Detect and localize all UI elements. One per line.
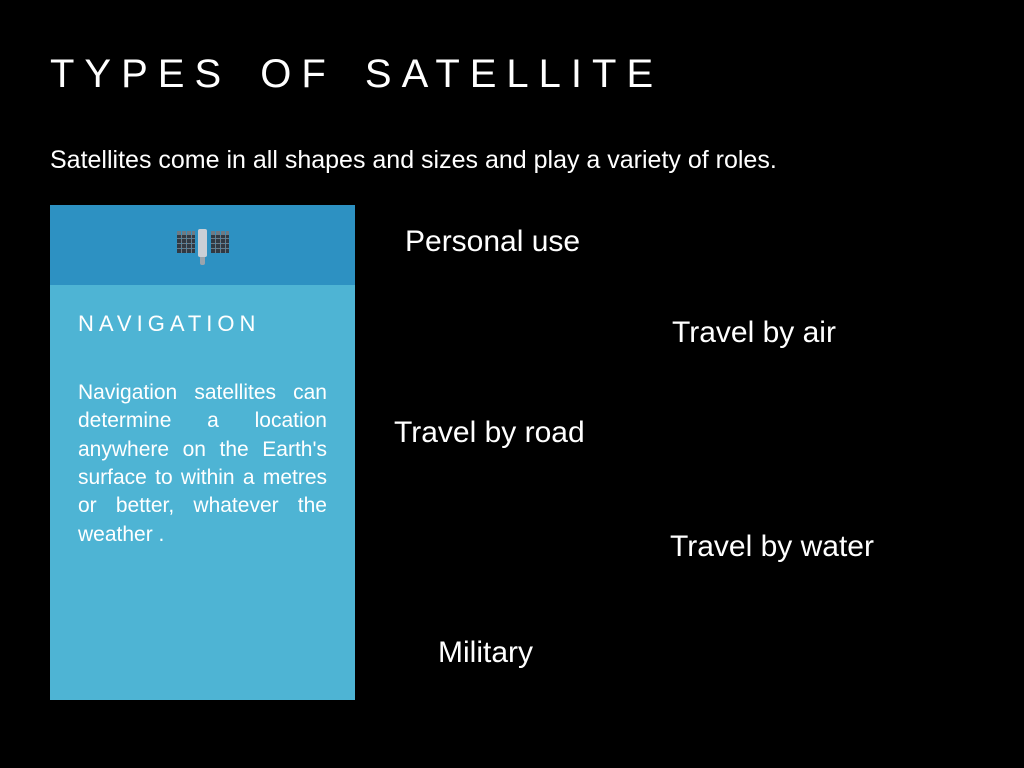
card-body: NAVIGATION Navigation satellites can det… (50, 285, 355, 700)
bullet-item: Travel by road (394, 416, 585, 450)
card-header (50, 205, 355, 285)
satellite-icon (175, 217, 231, 273)
bullet-item: Military (438, 636, 533, 670)
slide: TYPES OF SATELLITE Satellites come in al… (0, 0, 1024, 768)
slide-subtitle: Satellites come in all shapes and sizes … (50, 146, 777, 175)
slide-title: TYPES OF SATELLITE (50, 52, 663, 97)
bullet-item: Personal use (405, 225, 580, 259)
bullet-item: Travel by water (670, 530, 874, 564)
bullet-item: Travel by air (672, 316, 836, 350)
card-label: NAVIGATION (78, 311, 327, 337)
card-description: Navigation satellites can determine a lo… (78, 379, 327, 549)
info-card: NAVIGATION Navigation satellites can det… (50, 205, 355, 700)
